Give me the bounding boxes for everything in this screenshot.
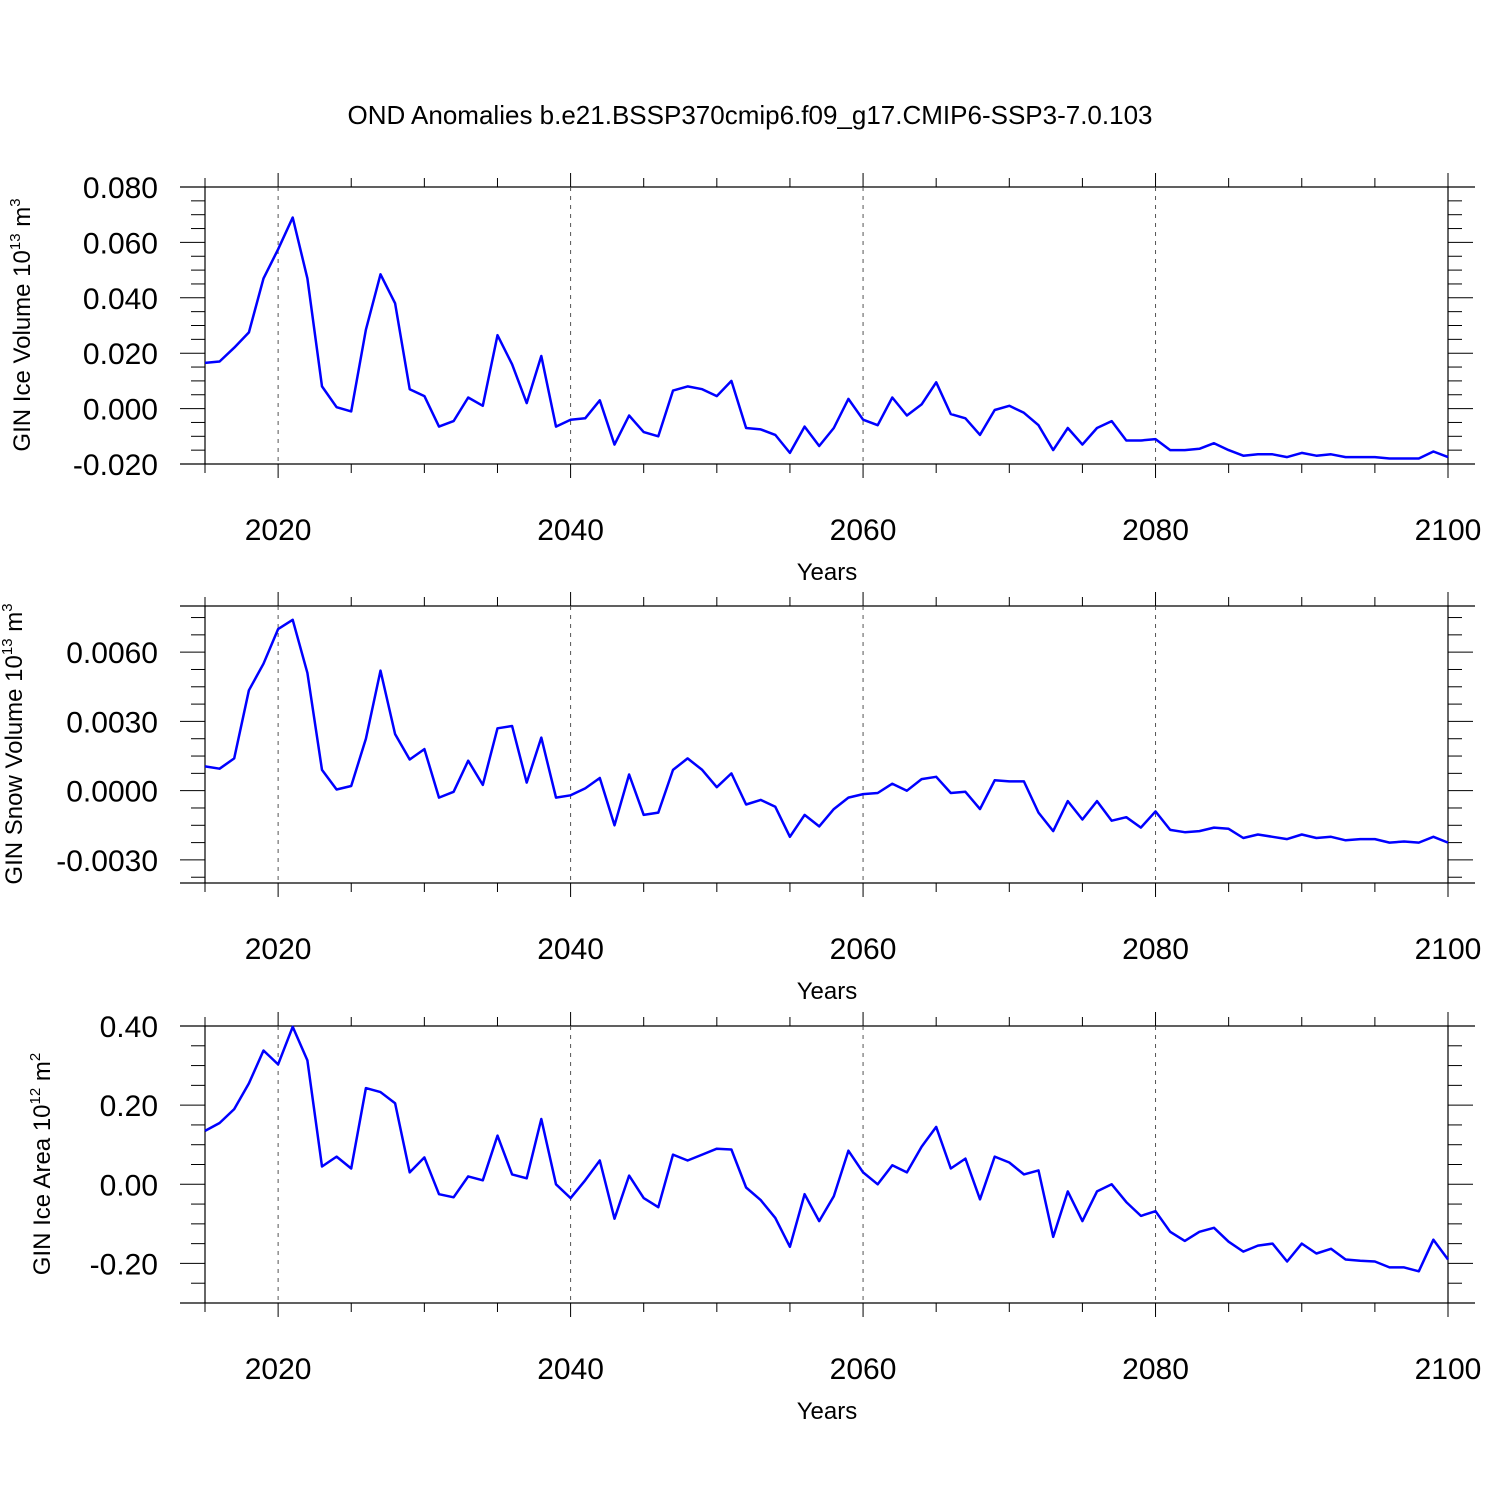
y-tick-label: 0.020 <box>83 338 158 371</box>
series-line <box>204 1025 1450 1273</box>
x-tick-label: 2020 <box>245 514 312 547</box>
y-tick-label: -0.20 <box>90 1248 158 1281</box>
y-tick-label: 0.00 <box>100 1169 158 1202</box>
x-tick-label: 2020 <box>245 1353 312 1386</box>
x-tick-label: 2040 <box>537 933 604 966</box>
chart-panels: -0.020 0.000 0.020 0.040 0.060 0.080 2020 2040 2… <box>0 172 1481 1425</box>
y-axis-label: GIN Ice Area 1012 m2 <box>27 1053 56 1275</box>
x-tick-label: 2060 <box>830 933 897 966</box>
chart-title: OND Anomalies b.e21.BSSP370cmip6.f09_g17… <box>347 100 1152 130</box>
x-tick-label: 2020 <box>245 933 312 966</box>
y-tick-label: 0.20 <box>100 1090 158 1123</box>
x-tick-label: 2100 <box>1415 933 1482 966</box>
x-axis-label: Years <box>797 1398 858 1425</box>
x-tick-label: 2060 <box>830 1353 897 1386</box>
y-tick-label: 0.040 <box>83 283 158 316</box>
x-tick-label: 2100 <box>1415 514 1482 547</box>
x-tick-label: 2080 <box>1122 933 1189 966</box>
y-axis-label: GIN Ice Volume 1013 m3 <box>7 198 36 451</box>
x-tick-label: 2080 <box>1122 1353 1189 1386</box>
x-tick-label: 2100 <box>1415 1353 1482 1386</box>
panel-2: -0.0030 0.0000 0.0030 0.0060 2020 2040 2060 208… <box>0 592 1481 1005</box>
panel-3: -0.20 0.00 0.20 0.40 2020 2040 2060 2080 2100 Yea… <box>27 1011 1481 1425</box>
x-tick-label: 2060 <box>830 514 897 547</box>
y-tick-label: 0.060 <box>83 227 158 260</box>
y-tick-label: -0.020 <box>73 449 158 482</box>
y-tick-label: -0.0030 <box>56 845 158 878</box>
series-line <box>204 618 1449 844</box>
y-tick-label: 0.0060 <box>66 637 158 670</box>
series-line <box>204 216 1449 460</box>
y-tick-label: 0.40 <box>100 1011 158 1044</box>
panel-1: -0.020 0.000 0.020 0.040 0.060 0.080 2020 2040 2… <box>7 172 1481 586</box>
y-tick-label: 0.080 <box>83 172 158 205</box>
x-axis-label: Years <box>797 559 858 586</box>
y-axis-label: GIN Snow Volume 1013 m3 <box>0 603 28 884</box>
x-axis-label: Years <box>797 978 858 1005</box>
x-tick-label: 2040 <box>537 514 604 547</box>
x-tick-label: 2080 <box>1122 514 1189 547</box>
y-tick-label: 0.000 <box>83 394 158 427</box>
y-tick-label: 0.0000 <box>66 776 158 809</box>
y-tick-label: 0.0030 <box>66 706 158 739</box>
x-tick-label: 2040 <box>537 1353 604 1386</box>
